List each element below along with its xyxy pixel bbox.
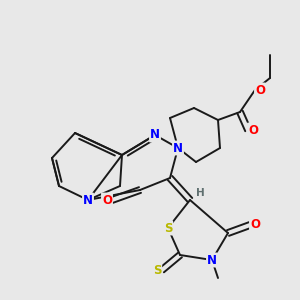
Text: O: O <box>250 218 260 232</box>
Text: S: S <box>164 221 172 235</box>
Text: N: N <box>207 254 217 266</box>
Text: H: H <box>196 188 204 198</box>
Text: O: O <box>248 124 258 136</box>
Text: N: N <box>83 194 93 206</box>
Text: N: N <box>173 142 183 154</box>
Text: O: O <box>255 83 265 97</box>
Text: O: O <box>102 194 112 206</box>
Text: S: S <box>153 263 161 277</box>
Text: N: N <box>150 128 160 142</box>
